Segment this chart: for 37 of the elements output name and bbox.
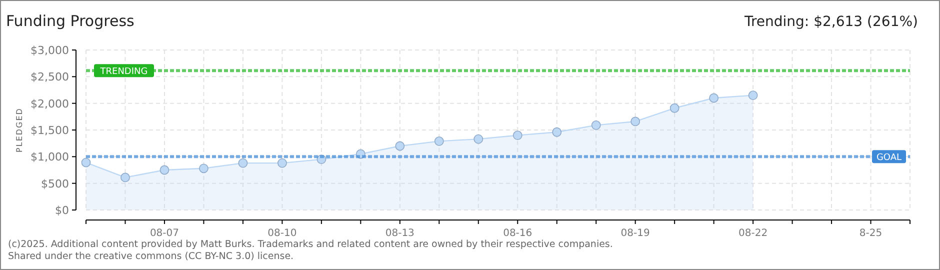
y-tick-label: $500 (41, 177, 69, 190)
text: Shared under the creative commons (CC BY-NC 3.0) license. (8, 251, 294, 262)
chart-title: Funding Progress (6, 12, 135, 30)
point (277, 158, 287, 168)
ref-line-label: TRENDING (99, 67, 148, 78)
x-tick-label: 08-10 (268, 228, 297, 239)
x-tick-label: 08-22 (738, 228, 768, 239)
x-tick-label: 08-13 (385, 228, 414, 239)
point (709, 93, 719, 103)
point (591, 120, 601, 130)
y-tick-label: $2,000 (30, 97, 69, 110)
ref-line-label: GOAL (876, 153, 902, 164)
text: (c)2025. Additional content provided by Matt Burks. Trademarks and related content are owned by their respective companies. (8, 239, 613, 250)
y-axis-title: PLEDGED (15, 108, 24, 152)
point (395, 141, 405, 151)
point (434, 136, 444, 146)
point (160, 165, 170, 175)
point (199, 164, 208, 174)
point (120, 172, 130, 182)
text: Trending: $2,613 (261%) (743, 14, 918, 30)
y-tick-label: $1,500 (30, 124, 69, 137)
point (630, 116, 640, 126)
y-tick-label: $0 (55, 204, 69, 217)
point (512, 130, 522, 140)
point (474, 134, 484, 144)
point (748, 90, 758, 100)
y-tick-label: $1,000 (30, 150, 69, 164)
y-tick-label: $3,000 (30, 44, 69, 57)
x-tick-label: 08-19 (620, 228, 650, 239)
point (552, 127, 562, 137)
x-tick-label: 08-07 (150, 228, 180, 239)
x-tick-label: 08-16 (503, 228, 532, 239)
point (81, 158, 91, 168)
point (670, 103, 680, 113)
y-tick-label: $2,500 (30, 70, 69, 84)
x-tick-label: 8-25 (859, 228, 882, 239)
point (238, 158, 248, 168)
